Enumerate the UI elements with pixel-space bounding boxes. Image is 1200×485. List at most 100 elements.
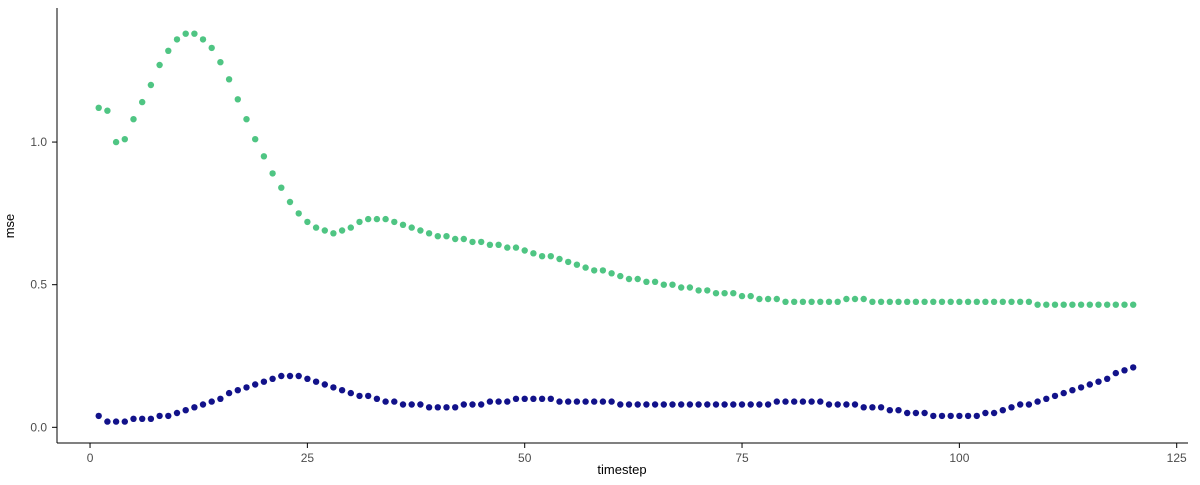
data-point-green [425,230,433,237]
data-point-navy [591,398,598,405]
data-point-green [904,298,911,305]
data-point-navy [365,392,372,400]
data-point-navy [799,398,807,405]
data-point-navy [452,404,459,411]
data-point-navy [921,409,928,417]
data-point-navy [1130,364,1137,371]
data-point-green [391,218,398,226]
data-point-green [417,227,424,234]
data-point-navy [721,401,728,408]
data-point-navy [165,412,172,420]
data-point-green [208,44,215,52]
data-point-navy [260,378,268,385]
data-point-green [591,267,598,274]
data-point-green [486,241,494,248]
data-point-navy [938,412,946,420]
data-point-navy [399,401,407,408]
data-point-navy [382,398,389,405]
data-point-green [573,261,581,268]
data-point-green [286,198,294,206]
data-point-navy [408,401,415,408]
y-axis-title: mse [2,214,17,239]
data-point-navy [278,372,285,380]
data-point-navy [443,404,450,411]
data-point-navy [860,404,867,411]
data-point-navy [295,372,302,380]
data-point-navy [712,401,720,408]
data-point-navy [225,389,233,397]
data-point-navy [695,401,702,408]
x-tick-label: 75 [735,451,749,465]
data-point-navy [869,404,876,411]
data-point-navy [391,398,398,405]
data-point-navy [243,384,250,391]
data-point-green [851,295,859,303]
data-point-navy [1086,381,1094,388]
data-point-green [1086,301,1094,308]
data-point-green [808,298,815,305]
data-point-navy [599,398,607,405]
data-point-navy [738,401,746,408]
data-point-green [834,298,841,305]
data-point-navy [973,412,980,420]
data-point-green [704,287,711,294]
data-point-green [295,210,302,217]
data-point-navy [730,401,737,408]
data-point-green [764,295,772,303]
data-point-green [365,215,372,223]
data-point-green [538,253,546,260]
data-point-green [165,47,172,54]
data-point-green [1104,301,1111,308]
x-axis-title: timestep [597,462,646,477]
data-point-navy [625,401,633,408]
data-point-green [582,264,589,271]
data-point-navy [643,401,650,408]
data-point-green [1130,301,1137,308]
data-point-green [139,98,146,106]
data-point-green [1043,301,1050,308]
data-point-green [104,107,111,114]
data-point-navy [1112,369,1120,377]
data-point-navy [651,401,659,408]
data-point-green [825,298,833,305]
data-point-green [643,278,650,285]
data-point-green [312,224,320,231]
data-point-navy [208,398,215,405]
data-point-green [356,218,363,226]
data-point-green [217,59,224,66]
data-point-navy [1051,392,1059,400]
data-point-green [625,275,633,283]
data-point-green [1008,298,1015,305]
data-point-green [452,235,459,243]
data-point-green [434,233,441,240]
data-point-green [860,295,867,303]
data-point-green [408,224,415,231]
data-point-green [260,153,268,160]
data-point-navy [338,387,346,394]
data-point-navy [304,375,311,382]
data-point-navy [825,401,833,408]
data-point-green [634,275,641,283]
data-point-green [843,295,850,303]
data-point-navy [608,398,615,405]
data-point-green [1017,298,1024,305]
data-point-green [938,298,946,305]
data-point-green [982,298,989,305]
data-point-green [478,238,485,246]
x-tick-label: 125 [1167,451,1187,465]
data-point-navy [1043,395,1050,402]
data-point-green [791,298,798,305]
data-point-navy [356,392,363,400]
data-point-green [278,184,285,191]
data-point-navy [312,378,320,385]
data-point-navy [1034,398,1041,405]
data-point-green [556,255,563,263]
data-point-green [678,284,685,291]
data-point-navy [538,395,546,402]
data-point-navy [747,401,754,408]
data-point-green [747,292,754,300]
data-point-green [95,104,102,112]
data-point-navy [678,401,685,408]
data-point-navy [617,401,624,408]
